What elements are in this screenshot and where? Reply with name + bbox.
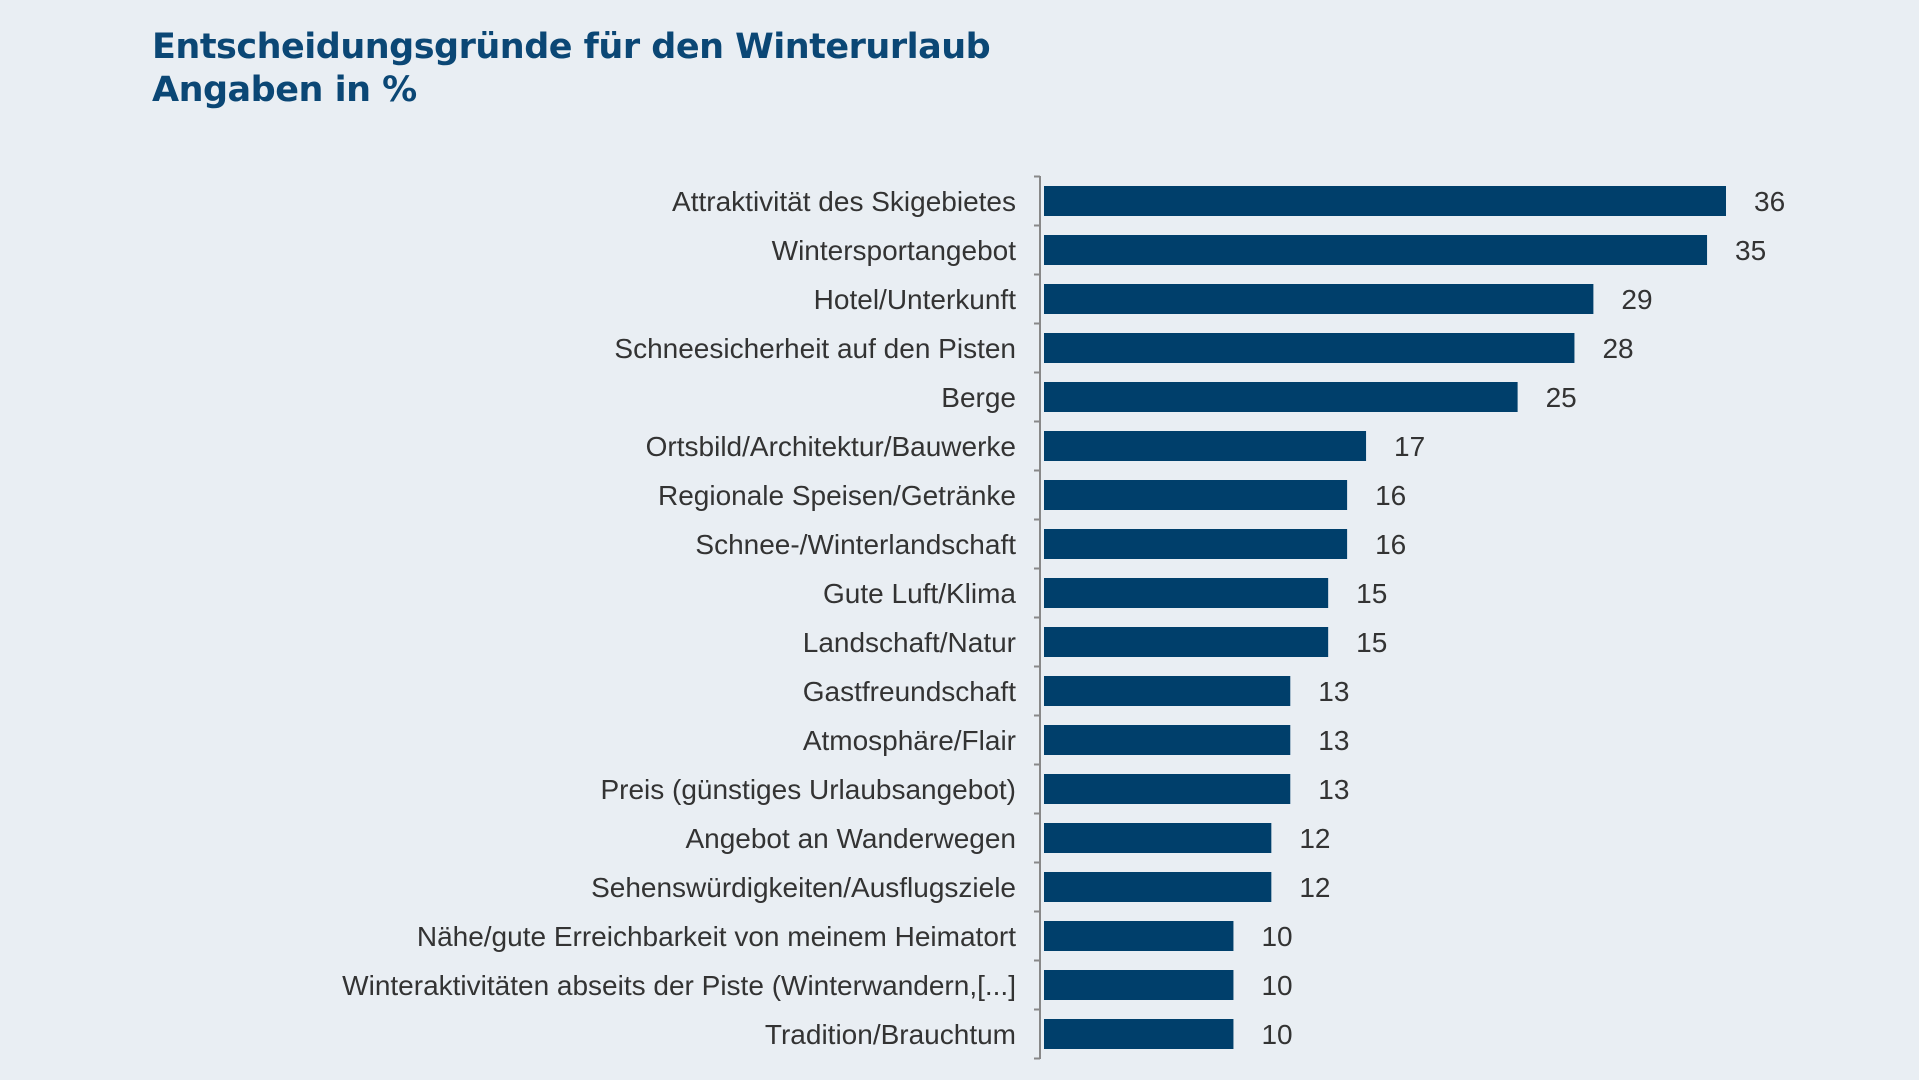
bar	[1044, 627, 1329, 657]
chart-title: Entscheidungsgründe für den Winterurlaub…	[152, 26, 991, 112]
value-label: 15	[1356, 578, 1387, 609]
bar	[1044, 235, 1708, 265]
bar	[1044, 431, 1367, 461]
category-label: Gastfreundschaft	[803, 676, 1016, 707]
bar	[1044, 284, 1594, 314]
category-label: Hotel/Unterkunft	[814, 284, 1017, 315]
bar	[1044, 823, 1272, 853]
category-label: Landschaft/Natur	[803, 627, 1016, 658]
value-label: 13	[1318, 774, 1349, 805]
value-label: 13	[1318, 676, 1349, 707]
value-label: 10	[1261, 921, 1292, 952]
category-label: Tradition/Brauchtum	[765, 1019, 1016, 1050]
value-label: 13	[1318, 725, 1349, 756]
bar	[1044, 921, 1234, 951]
category-label: Schneesicherheit auf den Pisten	[614, 333, 1016, 364]
bar	[1044, 774, 1291, 804]
category-label: Berge	[941, 382, 1016, 413]
bar	[1044, 333, 1575, 363]
value-label: 36	[1754, 186, 1785, 217]
value-label: 17	[1394, 431, 1425, 462]
value-label: 16	[1375, 480, 1406, 511]
bar	[1044, 872, 1272, 902]
subtitle: Angaben in %	[152, 70, 417, 110]
category-label: Angebot an Wanderwegen	[685, 823, 1016, 854]
value-label: 25	[1546, 382, 1577, 413]
category-label: Wintersportangebot	[772, 235, 1017, 266]
value-label: 12	[1299, 872, 1330, 903]
bar	[1044, 676, 1291, 706]
value-label: 10	[1261, 1019, 1292, 1050]
category-label: Nähe/gute Erreichbarkeit von meinem Heim…	[417, 921, 1016, 952]
value-label: 28	[1602, 333, 1633, 364]
category-label: Ortsbild/Architektur/Bauwerke	[646, 431, 1016, 462]
category-label: Attraktivität des Skigebietes	[672, 186, 1016, 217]
value-label: 29	[1621, 284, 1652, 315]
bar	[1044, 529, 1348, 559]
value-label: 16	[1375, 529, 1406, 560]
category-label: Gute Luft/Klima	[823, 578, 1016, 609]
value-label: 35	[1735, 235, 1766, 266]
category-label: Atmosphäre/Flair	[803, 725, 1016, 756]
value-label: 10	[1261, 970, 1292, 1001]
bar	[1044, 1019, 1234, 1049]
category-label: Schnee-/Winterlandschaft	[695, 529, 1016, 560]
category-label: Winteraktivitäten abseits der Piste (Win…	[342, 970, 1016, 1001]
category-label: Sehenswürdigkeiten/Ausflugsziele	[591, 872, 1016, 903]
value-label: 15	[1356, 627, 1387, 658]
bar	[1044, 578, 1329, 608]
bar	[1044, 480, 1348, 510]
category-label: Regionale Speisen/Getränke	[658, 480, 1016, 511]
category-label: Preis (günstiges Urlaubsangebot)	[600, 774, 1016, 805]
value-label: 12	[1299, 823, 1330, 854]
bar	[1044, 382, 1518, 412]
bar	[1044, 725, 1291, 755]
title: Entscheidungsgründe für den Winterurlaub	[152, 27, 991, 67]
bar	[1044, 186, 1726, 216]
bar	[1044, 970, 1234, 1000]
